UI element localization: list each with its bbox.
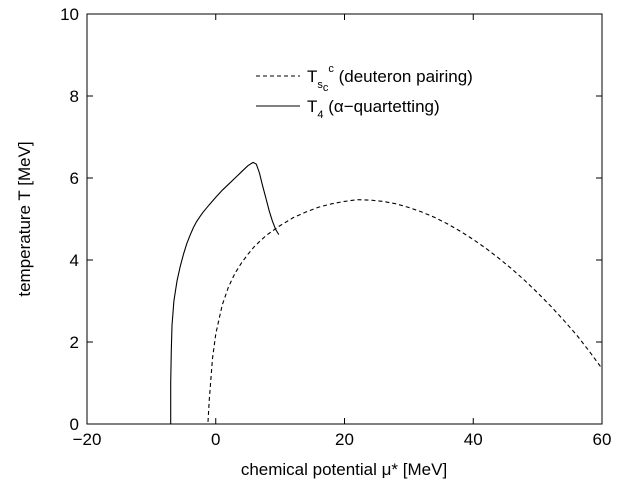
- x-tick-label: −20: [73, 430, 102, 449]
- series-line-alpha-quartetting: [170, 161, 280, 424]
- y-tick-label: 6: [70, 169, 79, 188]
- y-tick-label: 2: [70, 333, 79, 352]
- legend: Tscc (deuteron pairing) T4 (α−quartettin…: [256, 63, 473, 121]
- legend-label-deuteron: Tscc (deuteron pairing): [307, 63, 473, 94]
- series-line-deuteron-pairing: [207, 199, 603, 422]
- y-tick-label: 8: [70, 87, 79, 106]
- y-tick-label: 0: [70, 415, 79, 434]
- legend-label-alpha: T4 (α−quartetting): [307, 97, 440, 121]
- series-layer: [170, 161, 603, 424]
- y-tick-label: 4: [70, 251, 79, 270]
- x-tick-label: 0: [211, 430, 220, 449]
- x-axis-label: chemical potential μ* [MeV]: [241, 460, 447, 479]
- x-tick-label: 60: [593, 430, 612, 449]
- x-tick-label: 20: [335, 430, 354, 449]
- y-tick-label: 10: [60, 5, 79, 24]
- y-axis-label: temperature T [MeV]: [15, 141, 34, 296]
- x-tick-label: 40: [464, 430, 483, 449]
